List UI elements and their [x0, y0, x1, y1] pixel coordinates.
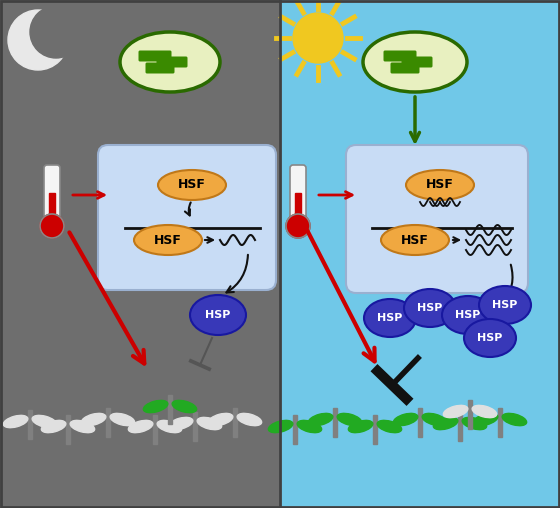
Bar: [418, 408, 422, 437]
Ellipse shape: [472, 405, 497, 418]
Bar: [168, 395, 172, 424]
Bar: [106, 408, 110, 437]
Ellipse shape: [41, 420, 66, 433]
Text: HSF: HSF: [154, 234, 182, 246]
Text: HSP: HSP: [492, 300, 517, 310]
FancyBboxPatch shape: [384, 50, 417, 61]
Ellipse shape: [237, 414, 262, 426]
Bar: [295, 193, 301, 223]
Ellipse shape: [110, 414, 134, 426]
Ellipse shape: [172, 400, 197, 412]
Ellipse shape: [404, 289, 456, 327]
Text: HSP: HSP: [206, 310, 231, 320]
Circle shape: [8, 10, 68, 70]
Ellipse shape: [157, 420, 181, 433]
Text: HSF: HSF: [401, 234, 429, 246]
Ellipse shape: [32, 416, 57, 428]
Bar: [193, 412, 197, 441]
Bar: [373, 415, 377, 444]
Bar: [458, 412, 462, 441]
FancyBboxPatch shape: [138, 50, 171, 61]
Ellipse shape: [464, 319, 516, 357]
Circle shape: [30, 6, 82, 58]
FancyBboxPatch shape: [346, 145, 528, 293]
Ellipse shape: [268, 420, 293, 433]
Ellipse shape: [143, 400, 168, 412]
Ellipse shape: [444, 405, 468, 418]
Ellipse shape: [462, 418, 487, 430]
Bar: [66, 415, 70, 444]
Ellipse shape: [377, 420, 402, 433]
FancyBboxPatch shape: [146, 62, 175, 74]
Bar: [28, 410, 32, 439]
Ellipse shape: [70, 420, 95, 433]
Ellipse shape: [81, 414, 106, 426]
Bar: [153, 415, 157, 444]
FancyBboxPatch shape: [390, 62, 419, 74]
Ellipse shape: [309, 414, 333, 426]
Text: HSP: HSP: [477, 333, 503, 343]
Bar: [233, 408, 237, 437]
Ellipse shape: [422, 414, 447, 426]
Ellipse shape: [128, 420, 153, 433]
Ellipse shape: [120, 32, 220, 92]
Bar: [333, 408, 337, 437]
Text: HSP: HSP: [455, 310, 480, 320]
Ellipse shape: [169, 418, 193, 430]
Ellipse shape: [393, 414, 418, 426]
Circle shape: [293, 13, 343, 63]
FancyBboxPatch shape: [290, 165, 306, 226]
Ellipse shape: [479, 286, 531, 324]
Ellipse shape: [197, 418, 222, 430]
Ellipse shape: [406, 170, 474, 200]
Circle shape: [40, 214, 64, 238]
Bar: [280, 0, 560, 508]
Ellipse shape: [348, 420, 373, 433]
Ellipse shape: [442, 296, 494, 334]
FancyBboxPatch shape: [98, 145, 276, 290]
Ellipse shape: [3, 416, 28, 428]
Bar: [468, 400, 472, 429]
Circle shape: [286, 214, 310, 238]
Text: HSP: HSP: [377, 313, 403, 323]
Ellipse shape: [381, 225, 449, 255]
Bar: [0, 0, 280, 508]
FancyBboxPatch shape: [156, 56, 188, 68]
Text: HSP: HSP: [417, 303, 443, 313]
Ellipse shape: [158, 170, 226, 200]
Ellipse shape: [337, 414, 362, 426]
FancyBboxPatch shape: [402, 56, 432, 68]
Ellipse shape: [502, 414, 526, 426]
Ellipse shape: [134, 225, 202, 255]
Text: HSF: HSF: [426, 178, 454, 192]
Text: HSF: HSF: [178, 178, 206, 192]
Bar: [49, 193, 55, 223]
FancyBboxPatch shape: [44, 165, 60, 226]
Ellipse shape: [363, 32, 467, 92]
Ellipse shape: [364, 299, 416, 337]
Bar: [498, 408, 502, 437]
Ellipse shape: [433, 418, 458, 430]
Ellipse shape: [208, 414, 233, 426]
Bar: [293, 415, 297, 444]
Ellipse shape: [473, 414, 498, 426]
Ellipse shape: [190, 295, 246, 335]
Ellipse shape: [297, 420, 321, 433]
